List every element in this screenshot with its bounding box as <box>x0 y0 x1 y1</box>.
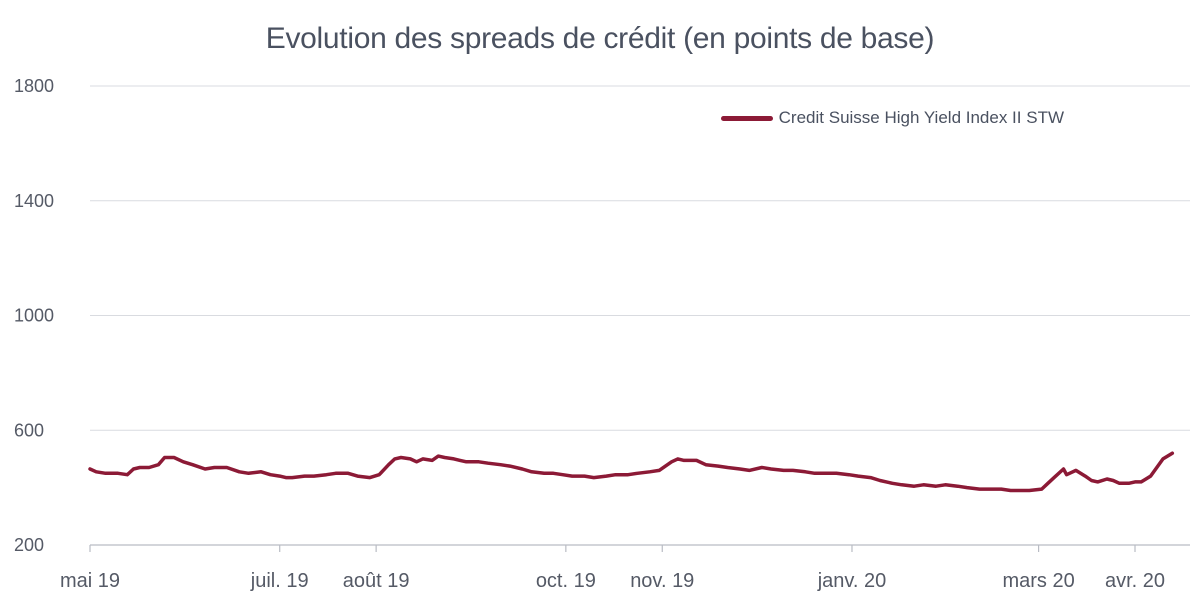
x-tick-label: nov. 19 <box>630 570 694 592</box>
y-tick-label: 200 <box>14 535 44 555</box>
x-tick-label: mars 20 <box>1002 570 1074 592</box>
chart-legend: Credit Suisse High Yield Index II STW <box>720 108 1064 128</box>
x-tick-label: oct. 19 <box>536 570 596 592</box>
y-tick-label: 1400 <box>14 191 54 211</box>
x-tick-label: janv. 20 <box>817 570 887 592</box>
legend-swatch <box>720 115 773 121</box>
x-tick-label: juil. 19 <box>250 570 309 592</box>
y-tick-label: 1800 <box>14 76 54 96</box>
y-tick-label: 600 <box>14 420 44 440</box>
x-tick-label: août 19 <box>343 570 410 592</box>
chart-title: Evolution des spreads de crédit (en poin… <box>265 22 935 55</box>
series-line-0 <box>88 451 1175 493</box>
legend-label: Credit Suisse High Yield Index II STW <box>778 108 1064 127</box>
y-tick-label: 1000 <box>14 306 54 326</box>
x-tick-label: avr. 20 <box>1105 570 1165 592</box>
x-tick-label: mai 19 <box>60 570 120 592</box>
